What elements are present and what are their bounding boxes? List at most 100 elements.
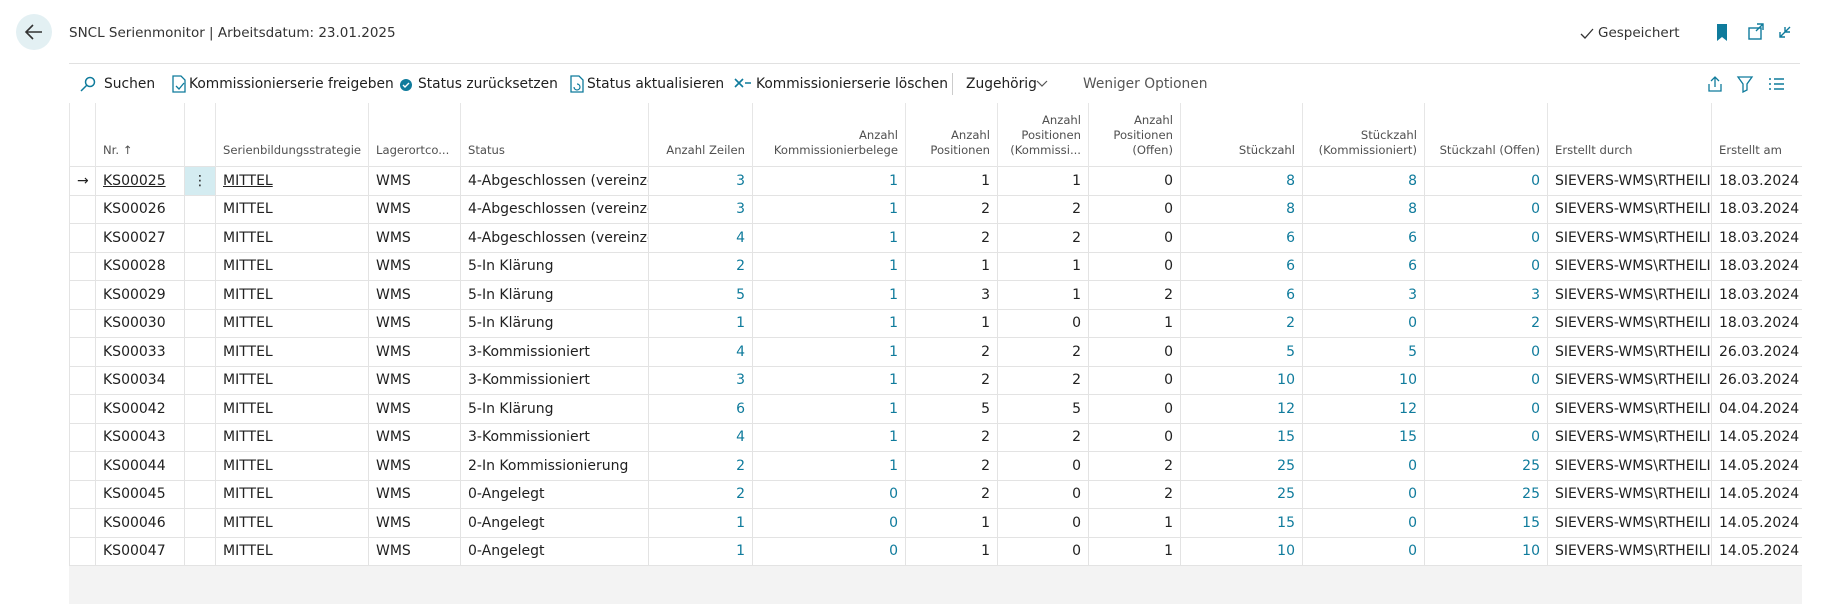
table-cell[interactable]: 0 <box>752 508 906 538</box>
table-cell[interactable]: KS00027 <box>95 223 185 253</box>
table-cell[interactable]: 6 <box>648 394 753 424</box>
table-cell[interactable]: 0 <box>752 479 906 509</box>
table-cell[interactable]: 25 <box>1180 479 1303 509</box>
table-cell[interactable]: 2 <box>1180 308 1303 338</box>
header-icons[interactable] <box>1705 22 1795 44</box>
table-cell[interactable]: KS00044 <box>95 451 185 481</box>
table-row[interactable]: KS00044 MITTEL WMS 2-In Kommissionierung 2 1 2… <box>69 451 1802 481</box>
table-cell[interactable]: 0 <box>1302 308 1425 338</box>
table-cell[interactable]: 12 <box>1180 394 1303 424</box>
table-cell[interactable]: 2 <box>648 451 753 481</box>
table-cell[interactable]: 3 <box>648 194 753 224</box>
table-cell[interactable]: KS00026 <box>95 194 185 224</box>
action-update[interactable]: Status aktualisieren <box>587 76 725 92</box>
table-cell[interactable]: 3 <box>648 365 753 395</box>
table-cell[interactable]: 10 <box>1302 365 1425 395</box>
column-header[interactable]: Stückzahl (Offen) <box>1424 103 1548 167</box>
table-row[interactable]: KS00029 MITTEL WMS 5-In Klärung 5 1 3 1 2 6 3 3 SIEV… <box>69 280 1802 310</box>
table-cell[interactable]: KS00034 <box>95 365 185 395</box>
table-cell[interactable]: 10 <box>1180 536 1303 566</box>
table-cell[interactable]: KS00028 <box>95 251 185 281</box>
table-cell[interactable]: 1 <box>752 166 906 196</box>
table-row[interactable]: KS00046 MITTEL WMS 0-Angelegt 1 0 1 0 1 15 0 15 SIEV… <box>69 508 1802 538</box>
column-header[interactable]: Anzahl Positionen (Offen) <box>1088 103 1181 167</box>
back-button[interactable] <box>16 14 52 50</box>
table-cell[interactable]: 0 <box>1424 337 1548 367</box>
table-cell[interactable]: 1 <box>752 422 906 452</box>
table-cell[interactable]: 0 <box>1302 508 1425 538</box>
table-cell[interactable]: KS00042 <box>95 394 185 424</box>
table-row[interactable]: KS00047 MITTEL WMS 0-Angelegt 1 0 1 0 1 10 0 10 SIEV… <box>69 536 1802 566</box>
table-cell[interactable]: 0 <box>1424 223 1548 253</box>
column-header[interactable]: Anzahl Kommissionierbelege <box>752 103 906 167</box>
table-cell[interactable]: 1 <box>752 451 906 481</box>
table-row[interactable]: KS00043 MITTEL WMS 3-Kommissioniert 4 1 2 2 0 15 1… <box>69 422 1802 452</box>
table-cell[interactable]: 8 <box>1302 194 1425 224</box>
table-cell[interactable]: KS00029 <box>95 280 185 310</box>
column-header[interactable]: Stückzahl <box>1180 103 1303 167</box>
table-cell[interactable]: 15 <box>1180 422 1303 452</box>
table-cell[interactable]: 1 <box>752 194 906 224</box>
table-cell[interactable]: 6 <box>1302 251 1425 281</box>
table-cell[interactable]: 1 <box>752 394 906 424</box>
table-cell[interactable]: 0 <box>1424 394 1548 424</box>
table-cell[interactable]: 8 <box>1180 166 1303 196</box>
table-cell[interactable]: KS00047 <box>95 536 185 566</box>
table-cell[interactable]: 0 <box>1424 194 1548 224</box>
table-cell[interactable]: 0 <box>1424 166 1548 196</box>
table-row[interactable]: KS00033 MITTEL WMS 3-Kommissioniert 4 1 2 2 0 5 5 0… <box>69 337 1802 367</box>
table-cell[interactable]: 1 <box>752 280 906 310</box>
table-row[interactable]: KS00026 MITTEL WMS 4-Abgeschlossen (vereinz… <box>69 194 1802 224</box>
action-related[interactable]: Zugehörig <box>966 76 1037 92</box>
table-cell[interactable]: 5 <box>1180 337 1303 367</box>
action-search[interactable]: Suchen <box>104 76 156 92</box>
table-cell[interactable]: 1 <box>648 308 753 338</box>
column-header[interactable]: Serienbildungsstrategie <box>215 103 369 167</box>
table-row[interactable]: KS00034 MITTEL WMS 3-Kommissioniert 3 1 2 2 0 10 1… <box>69 365 1802 395</box>
table-cell[interactable]: 3 <box>1424 280 1548 310</box>
table-cell[interactable]: 3 <box>648 166 753 196</box>
table-cell[interactable]: KS00045 <box>95 479 185 509</box>
row-menu[interactable]: ⋮ <box>184 166 216 196</box>
table-cell[interactable]: KS00046 <box>95 508 185 538</box>
table-cell[interactable]: 25 <box>1180 451 1303 481</box>
table-cell[interactable]: 3 <box>1302 280 1425 310</box>
table-cell[interactable]: 0 <box>1424 251 1548 281</box>
column-header[interactable]: Lagerortco... <box>368 103 461 167</box>
table-cell[interactable]: 25 <box>1424 451 1548 481</box>
table-cell[interactable]: 0 <box>1302 536 1425 566</box>
table-cell[interactable]: KS00025 <box>95 166 185 196</box>
table-cell[interactable]: 5 <box>1302 337 1425 367</box>
list-icons[interactable] <box>1707 75 1797 93</box>
table-row[interactable]: KS00042 MITTEL WMS 5-In Klärung 6 1 5 5 0 12 12 0 SI… <box>69 394 1802 424</box>
action-reset[interactable]: Status zurücksetzen <box>418 76 558 92</box>
table-cell[interactable]: 0 <box>1302 451 1425 481</box>
table-row[interactable]: KS00028 MITTEL WMS 5-In Klärung 2 1 1 1 0 6 6 0 SIEV… <box>69 251 1802 281</box>
action-delete[interactable]: Kommissionierserie löschen <box>756 76 948 92</box>
table-cell[interactable]: 10 <box>1180 365 1303 395</box>
table-cell[interactable]: 6 <box>1180 280 1303 310</box>
table-cell[interactable]: 4 <box>648 223 753 253</box>
table-cell[interactable]: 1 <box>752 365 906 395</box>
table-cell[interactable]: 0 <box>1302 479 1425 509</box>
table-cell[interactable]: 15 <box>1424 508 1548 538</box>
table-cell[interactable]: 2 <box>648 479 753 509</box>
table-cell[interactable]: 0 <box>1424 422 1548 452</box>
table-cell[interactable]: 4 <box>648 337 753 367</box>
column-header[interactable]: Anzahl Positionen (Kommissi... <box>997 103 1089 167</box>
table-cell[interactable]: 2 <box>648 251 753 281</box>
table-cell[interactable]: 8 <box>1180 194 1303 224</box>
table-cell[interactable]: 5 <box>648 280 753 310</box>
action-release[interactable]: Kommissionierserie freigeben <box>189 76 394 92</box>
table-cell[interactable]: 1 <box>752 308 906 338</box>
table-cell[interactable]: 4 <box>648 422 753 452</box>
table-cell[interactable]: 6 <box>1180 223 1303 253</box>
column-header[interactable]: Erstellt durch <box>1547 103 1712 167</box>
column-header[interactable]: Stückzahl (Kommissioniert) <box>1302 103 1425 167</box>
table-cell[interactable]: 8 <box>1302 166 1425 196</box>
table-cell[interactable]: 0 <box>752 536 906 566</box>
table-cell[interactable]: KS00043 <box>95 422 185 452</box>
table-cell[interactable]: 0 <box>1424 365 1548 395</box>
column-header[interactable]: Nr. ↑ <box>95 103 185 167</box>
table-cell[interactable]: 25 <box>1424 479 1548 509</box>
